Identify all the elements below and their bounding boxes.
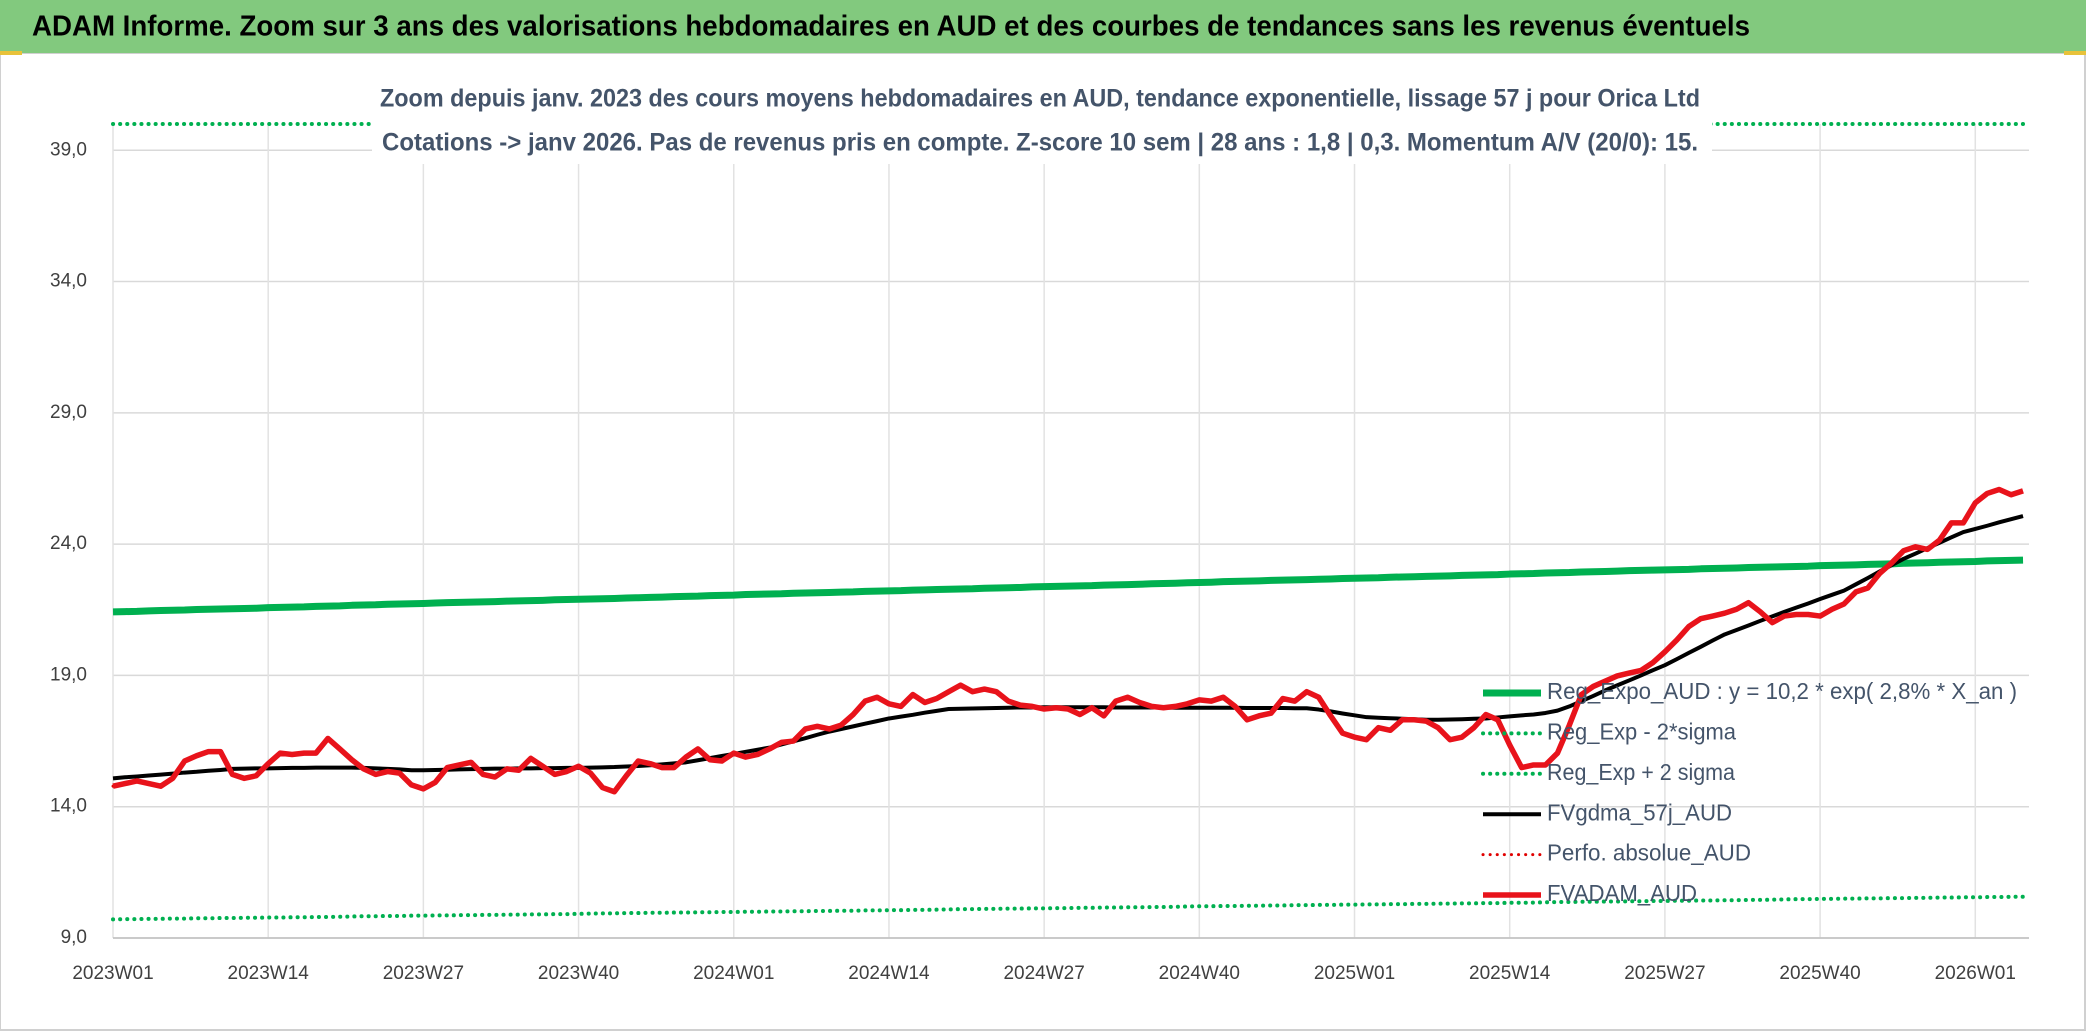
- chart-subtitle: Cotations -> janv 2026. Pas de revenus p…: [382, 129, 1698, 157]
- series-line: [111, 894, 2026, 922]
- legend-label: Reg_Exp + 2 sigma: [1547, 759, 1735, 785]
- x-tick-label: 2023W01: [72, 963, 153, 984]
- legend-label: FVADAM_AUD: [1547, 880, 1697, 906]
- header-title: ADAM Informe. Zoom sur 3 ans des valoris…: [32, 11, 1750, 43]
- x-tick-label: 2025W14: [1469, 963, 1551, 984]
- x-tick-label: 2023W27: [383, 963, 464, 984]
- y-tick-label: 14,0: [50, 796, 87, 817]
- corner-accent: [2064, 51, 2086, 55]
- x-tick-label: 2024W01: [693, 963, 774, 984]
- title-backdrop: [372, 80, 1712, 164]
- legend-label: FVgdma_57j_AUD: [1547, 799, 1732, 825]
- x-tick-label: 2025W01: [1314, 963, 1395, 984]
- chart-title: Zoom depuis janv. 2023 des cours moyens …: [380, 85, 1700, 113]
- x-tick-label: 2024W27: [1003, 963, 1084, 984]
- y-tick-label: 29,0: [50, 402, 87, 423]
- y-tick-label: 34,0: [50, 271, 87, 292]
- series-line: [112, 486, 2024, 795]
- x-tick-label: 2023W40: [538, 963, 619, 984]
- x-tick-label: 2024W40: [1159, 963, 1240, 984]
- header-bar: [0, 0, 2086, 53]
- y-tick-label: 9,0: [61, 927, 87, 948]
- x-tick-label: 2025W40: [1779, 963, 1860, 984]
- legend-label: Reg_Expo_AUD : y = 10,2 * exp( 2,8% * X_…: [1547, 678, 2017, 704]
- y-tick-label: 24,0: [50, 533, 87, 554]
- legend-label: Perfo. absolue_AUD: [1547, 840, 1751, 866]
- chart-frame: [0, 52, 2086, 1031]
- y-tick-label: 39,0: [50, 139, 87, 160]
- x-tick-label: 2023W14: [228, 963, 310, 984]
- y-tick-label: 19,0: [50, 664, 87, 685]
- legend: Reg_Expo_AUD : y = 10,2 * exp( 2,8% * X_…: [1481, 678, 2017, 906]
- corner-accent: [0, 51, 22, 55]
- x-tick-label: 2024W14: [848, 963, 930, 984]
- x-tick-label: 2026W01: [1935, 963, 2016, 984]
- legend-label: Reg_Exp - 2*sigma: [1547, 718, 1736, 744]
- series-line: [112, 556, 2024, 616]
- x-tick-label: 2025W27: [1624, 963, 1705, 984]
